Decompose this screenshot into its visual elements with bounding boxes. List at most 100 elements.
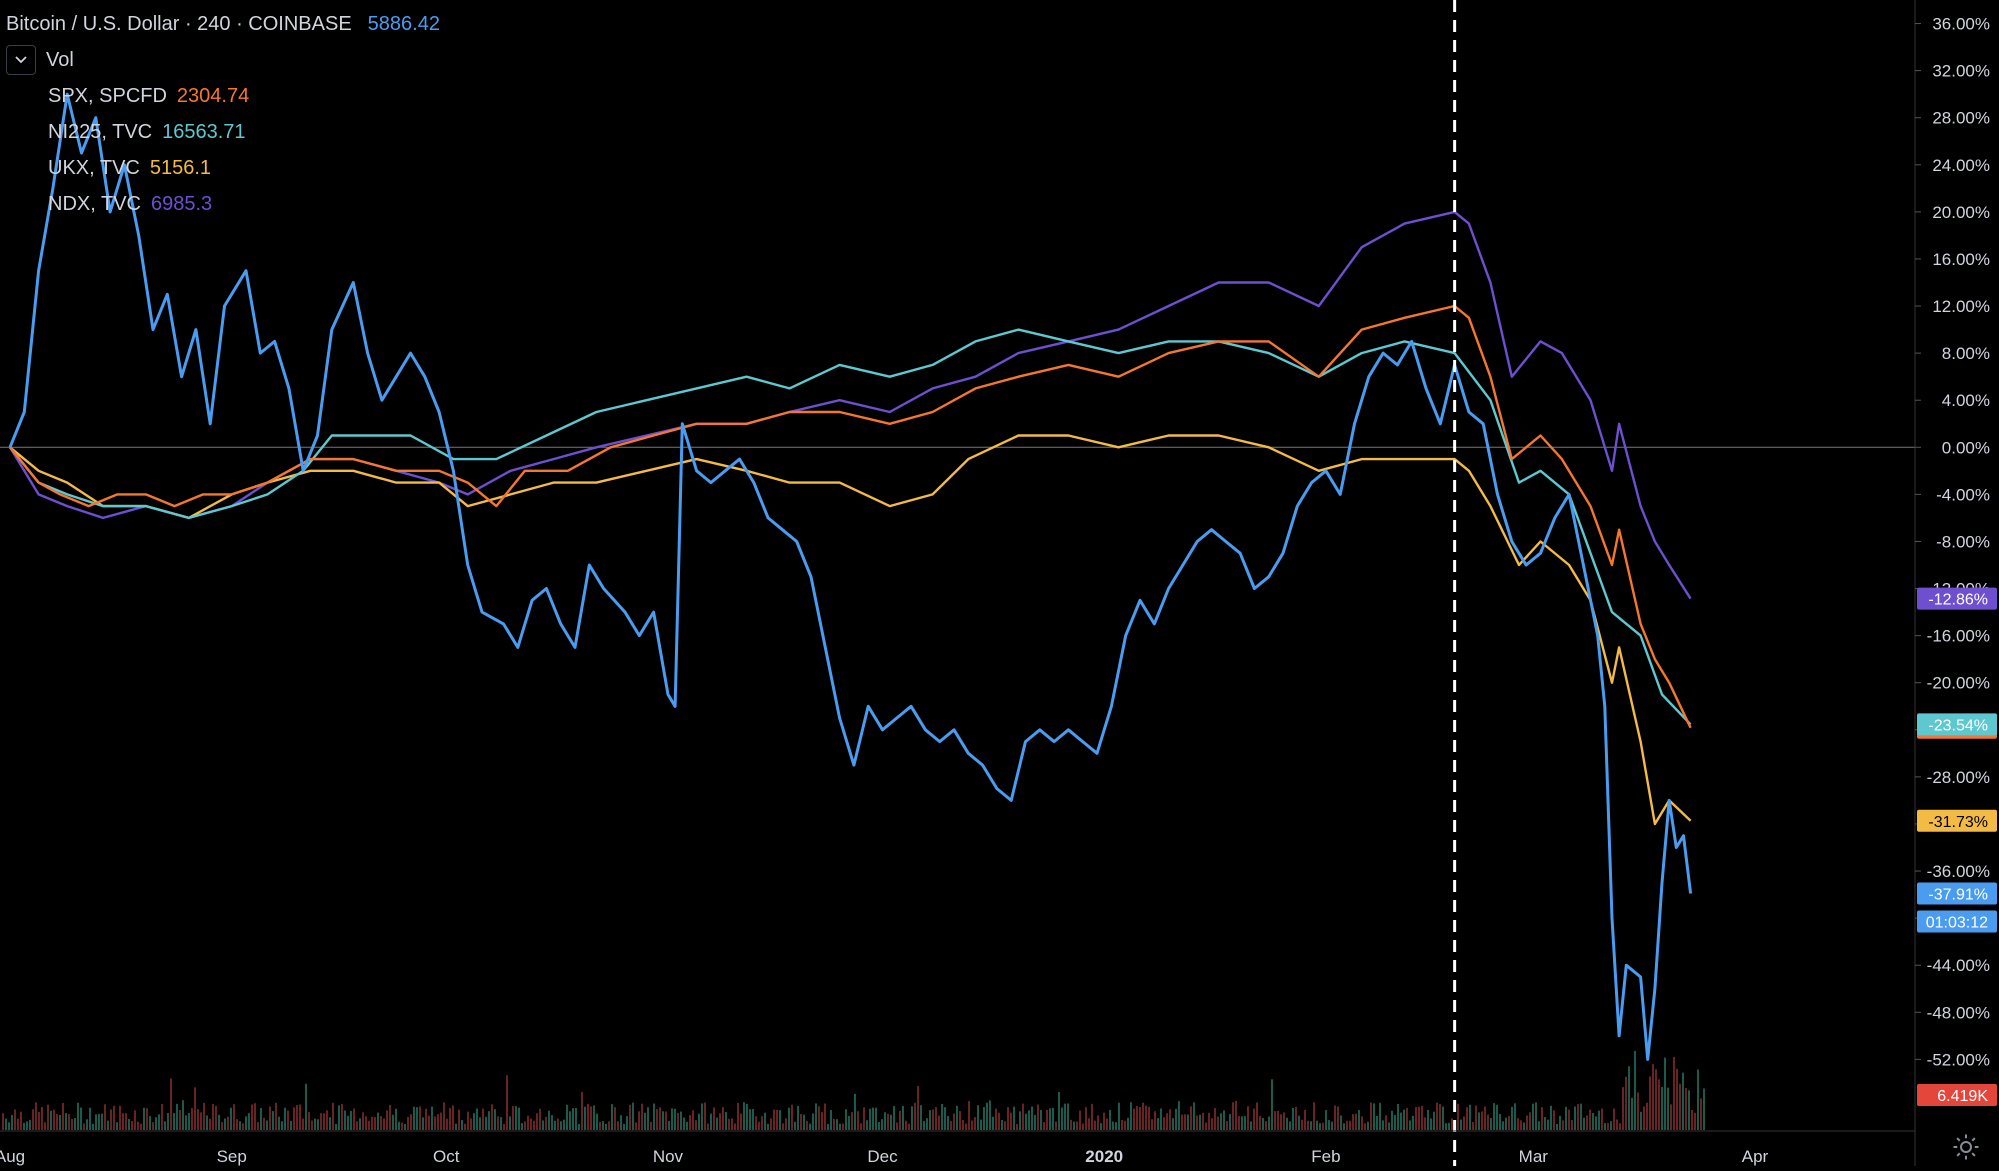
volume-bar <box>446 1118 448 1130</box>
volume-bar <box>1469 1104 1471 1130</box>
volume-bar <box>1415 1106 1417 1130</box>
volume-bar <box>1550 1105 1552 1130</box>
volume-bar <box>842 1123 844 1130</box>
volume-bar <box>1517 1118 1519 1130</box>
volume-bar <box>1463 1116 1465 1130</box>
volume-bar <box>1601 1108 1603 1130</box>
volume-bar <box>86 1119 88 1130</box>
volume-bar <box>1277 1110 1279 1130</box>
overlay-value: 5156.1 <box>149 157 212 179</box>
volume-bar <box>356 1121 358 1130</box>
volume-bar <box>1358 1110 1360 1130</box>
volume-bar <box>1220 1113 1222 1130</box>
legend-main-row[interactable]: Bitcoin / U.S. Dollar · 240 · COINBASE 5… <box>6 6 440 42</box>
volume-bar <box>113 1105 115 1130</box>
price-axis[interactable]: 36.00% 32.00% 28.00% 24.00% 20.00% 16.00% 12.0… <box>1914 0 1999 1166</box>
volume-bar <box>518 1107 520 1130</box>
volume-bar <box>821 1112 823 1130</box>
volume-bar <box>1109 1109 1111 1130</box>
volume-bar <box>770 1118 772 1130</box>
volume-bar <box>1019 1111 1021 1130</box>
y-tick-label: -52.00% <box>1927 1050 1990 1069</box>
volume-value-tag: 6.419K <box>1937 1088 1988 1105</box>
y-tick-label: -8.00% <box>1936 532 1990 551</box>
volume-bar <box>389 1104 391 1130</box>
volume-bar <box>1361 1116 1363 1130</box>
volume-bar <box>1364 1123 1366 1130</box>
volume-bar <box>1580 1103 1582 1130</box>
volume-bar <box>824 1103 826 1130</box>
volume-bar <box>974 1117 976 1130</box>
volume-bar <box>899 1110 901 1130</box>
legend-overlay-row[interactable]: NI225, TVC 16563.71 <box>6 114 440 150</box>
volume-bar <box>440 1112 442 1130</box>
volume-bar <box>1079 1110 1081 1130</box>
volume-bar <box>845 1109 847 1130</box>
volume-bar <box>710 1113 712 1130</box>
volume-bar <box>1175 1108 1177 1130</box>
volume-bar <box>1448 1122 1450 1130</box>
volume-bar <box>986 1102 988 1130</box>
volume-bar <box>407 1116 409 1130</box>
volume-bar <box>32 1109 34 1130</box>
volume-bar <box>245 1116 247 1130</box>
volume-bar <box>398 1121 400 1130</box>
volume-bar <box>1076 1121 1078 1130</box>
volume-study-label[interactable]: Vol <box>46 49 74 71</box>
volume-bar <box>890 1114 892 1130</box>
volume-bar <box>1631 1097 1633 1130</box>
y-tick-label: 28.00% <box>1932 109 1990 128</box>
volume-bar <box>671 1108 673 1130</box>
volume-bar <box>278 1116 280 1130</box>
volume-bar <box>77 1102 79 1130</box>
volume-bar <box>1430 1118 1432 1130</box>
last-value-tag-btc-bg <box>1917 882 1997 905</box>
settings-gear-icon[interactable] <box>1951 1132 1981 1162</box>
volume-bar <box>857 1111 859 1130</box>
volume-bar <box>1493 1103 1495 1130</box>
legend-overlay-row[interactable]: SPX, SPCFD 2304.74 <box>6 78 440 114</box>
collapse-legend-button[interactable] <box>6 45 36 75</box>
volume-bar <box>1202 1112 1204 1130</box>
volume-bar <box>242 1123 244 1130</box>
volume-bar <box>362 1112 364 1130</box>
volume-bar <box>1160 1108 1162 1130</box>
volume-bar <box>1616 1119 1618 1130</box>
volume-bar <box>839 1123 841 1130</box>
volume-bar <box>572 1108 574 1130</box>
volume-bar <box>116 1122 118 1130</box>
volume-bar <box>1193 1102 1195 1130</box>
volume-bar <box>728 1118 730 1130</box>
volume-bar <box>725 1112 727 1130</box>
volume-bar <box>425 1108 427 1130</box>
volume-bar <box>1322 1122 1324 1130</box>
volume-bar <box>962 1120 964 1130</box>
volume-bar <box>650 1121 652 1130</box>
volume-bar <box>1010 1112 1012 1130</box>
legend-overlay-row[interactable]: UKX, TVC 5156.1 <box>6 150 440 186</box>
x-tick-label: Aug <box>0 1147 25 1166</box>
volume-bar <box>545 1116 547 1130</box>
volume-bar <box>149 1116 151 1130</box>
volume-bar <box>1700 1098 1702 1130</box>
volume-bar <box>659 1107 661 1130</box>
volume-bar <box>1667 1087 1669 1130</box>
x-tick-label: Apr <box>1742 1147 1769 1166</box>
volume-bar <box>620 1115 622 1130</box>
volume-bar <box>266 1120 268 1130</box>
volume-bar <box>1145 1105 1147 1130</box>
volume-bar <box>869 1108 871 1130</box>
volume-bar <box>1559 1115 1561 1130</box>
volume-bar <box>908 1123 910 1130</box>
symbol-title[interactable]: Bitcoin / U.S. Dollar · 240 · COINBASE <box>6 13 352 35</box>
time-axis[interactable]: Aug Sep Oct Nov Dec 2020 Feb Mar Apr <box>0 1130 1915 1166</box>
series-line-ukx <box>9 434 1692 826</box>
legend-overlay-row[interactable]: NDX, TVC 6985.3 <box>6 186 440 222</box>
legend: Bitcoin / U.S. Dollar · 240 · COINBASE 5… <box>6 6 440 222</box>
volume-bar <box>1373 1103 1375 1130</box>
volume-bar <box>464 1123 466 1130</box>
volume-bar <box>281 1121 283 1130</box>
volume-bar <box>527 1115 529 1130</box>
